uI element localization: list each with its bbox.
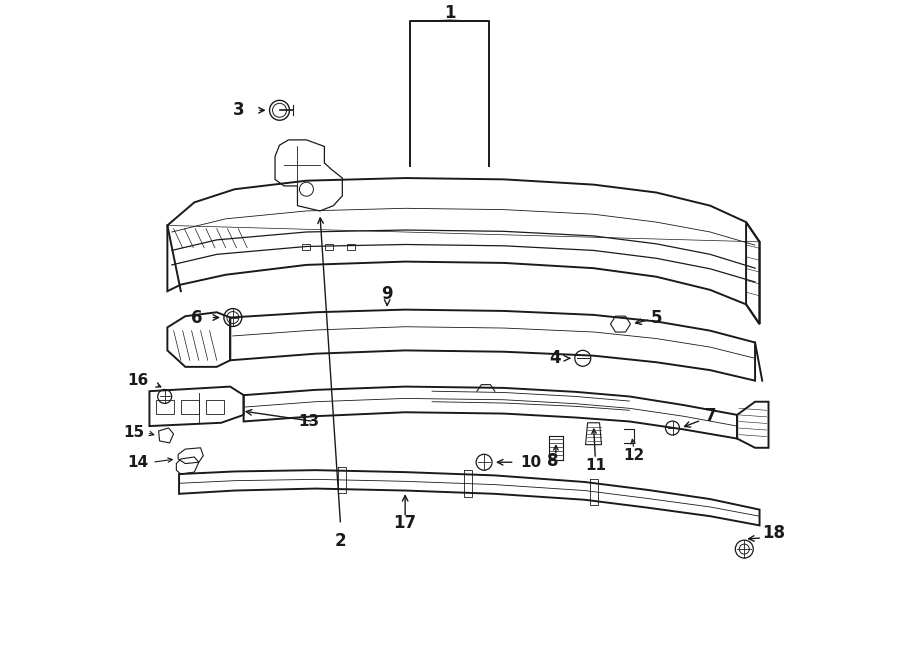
Text: 15: 15 (123, 425, 145, 440)
Text: 1: 1 (445, 4, 455, 22)
Text: 5: 5 (651, 309, 662, 327)
Bar (156, 400, 174, 414)
Text: 14: 14 (127, 455, 148, 470)
Text: 17: 17 (393, 514, 417, 531)
Text: 16: 16 (127, 373, 148, 388)
Bar (347, 245, 356, 251)
Text: 12: 12 (624, 448, 644, 463)
Text: 2: 2 (335, 532, 346, 550)
Text: 3: 3 (233, 101, 245, 119)
Text: 4: 4 (549, 349, 561, 368)
Text: 10: 10 (520, 455, 541, 470)
Bar (206, 400, 224, 414)
Bar (302, 245, 310, 251)
Text: 8: 8 (547, 452, 559, 470)
Text: 13: 13 (299, 414, 320, 429)
Bar (325, 245, 333, 251)
Text: 9: 9 (382, 286, 393, 303)
Text: 6: 6 (191, 309, 202, 327)
Text: 18: 18 (762, 524, 785, 542)
Text: 11: 11 (585, 458, 606, 473)
Bar (181, 400, 199, 414)
Text: 7: 7 (705, 407, 716, 425)
